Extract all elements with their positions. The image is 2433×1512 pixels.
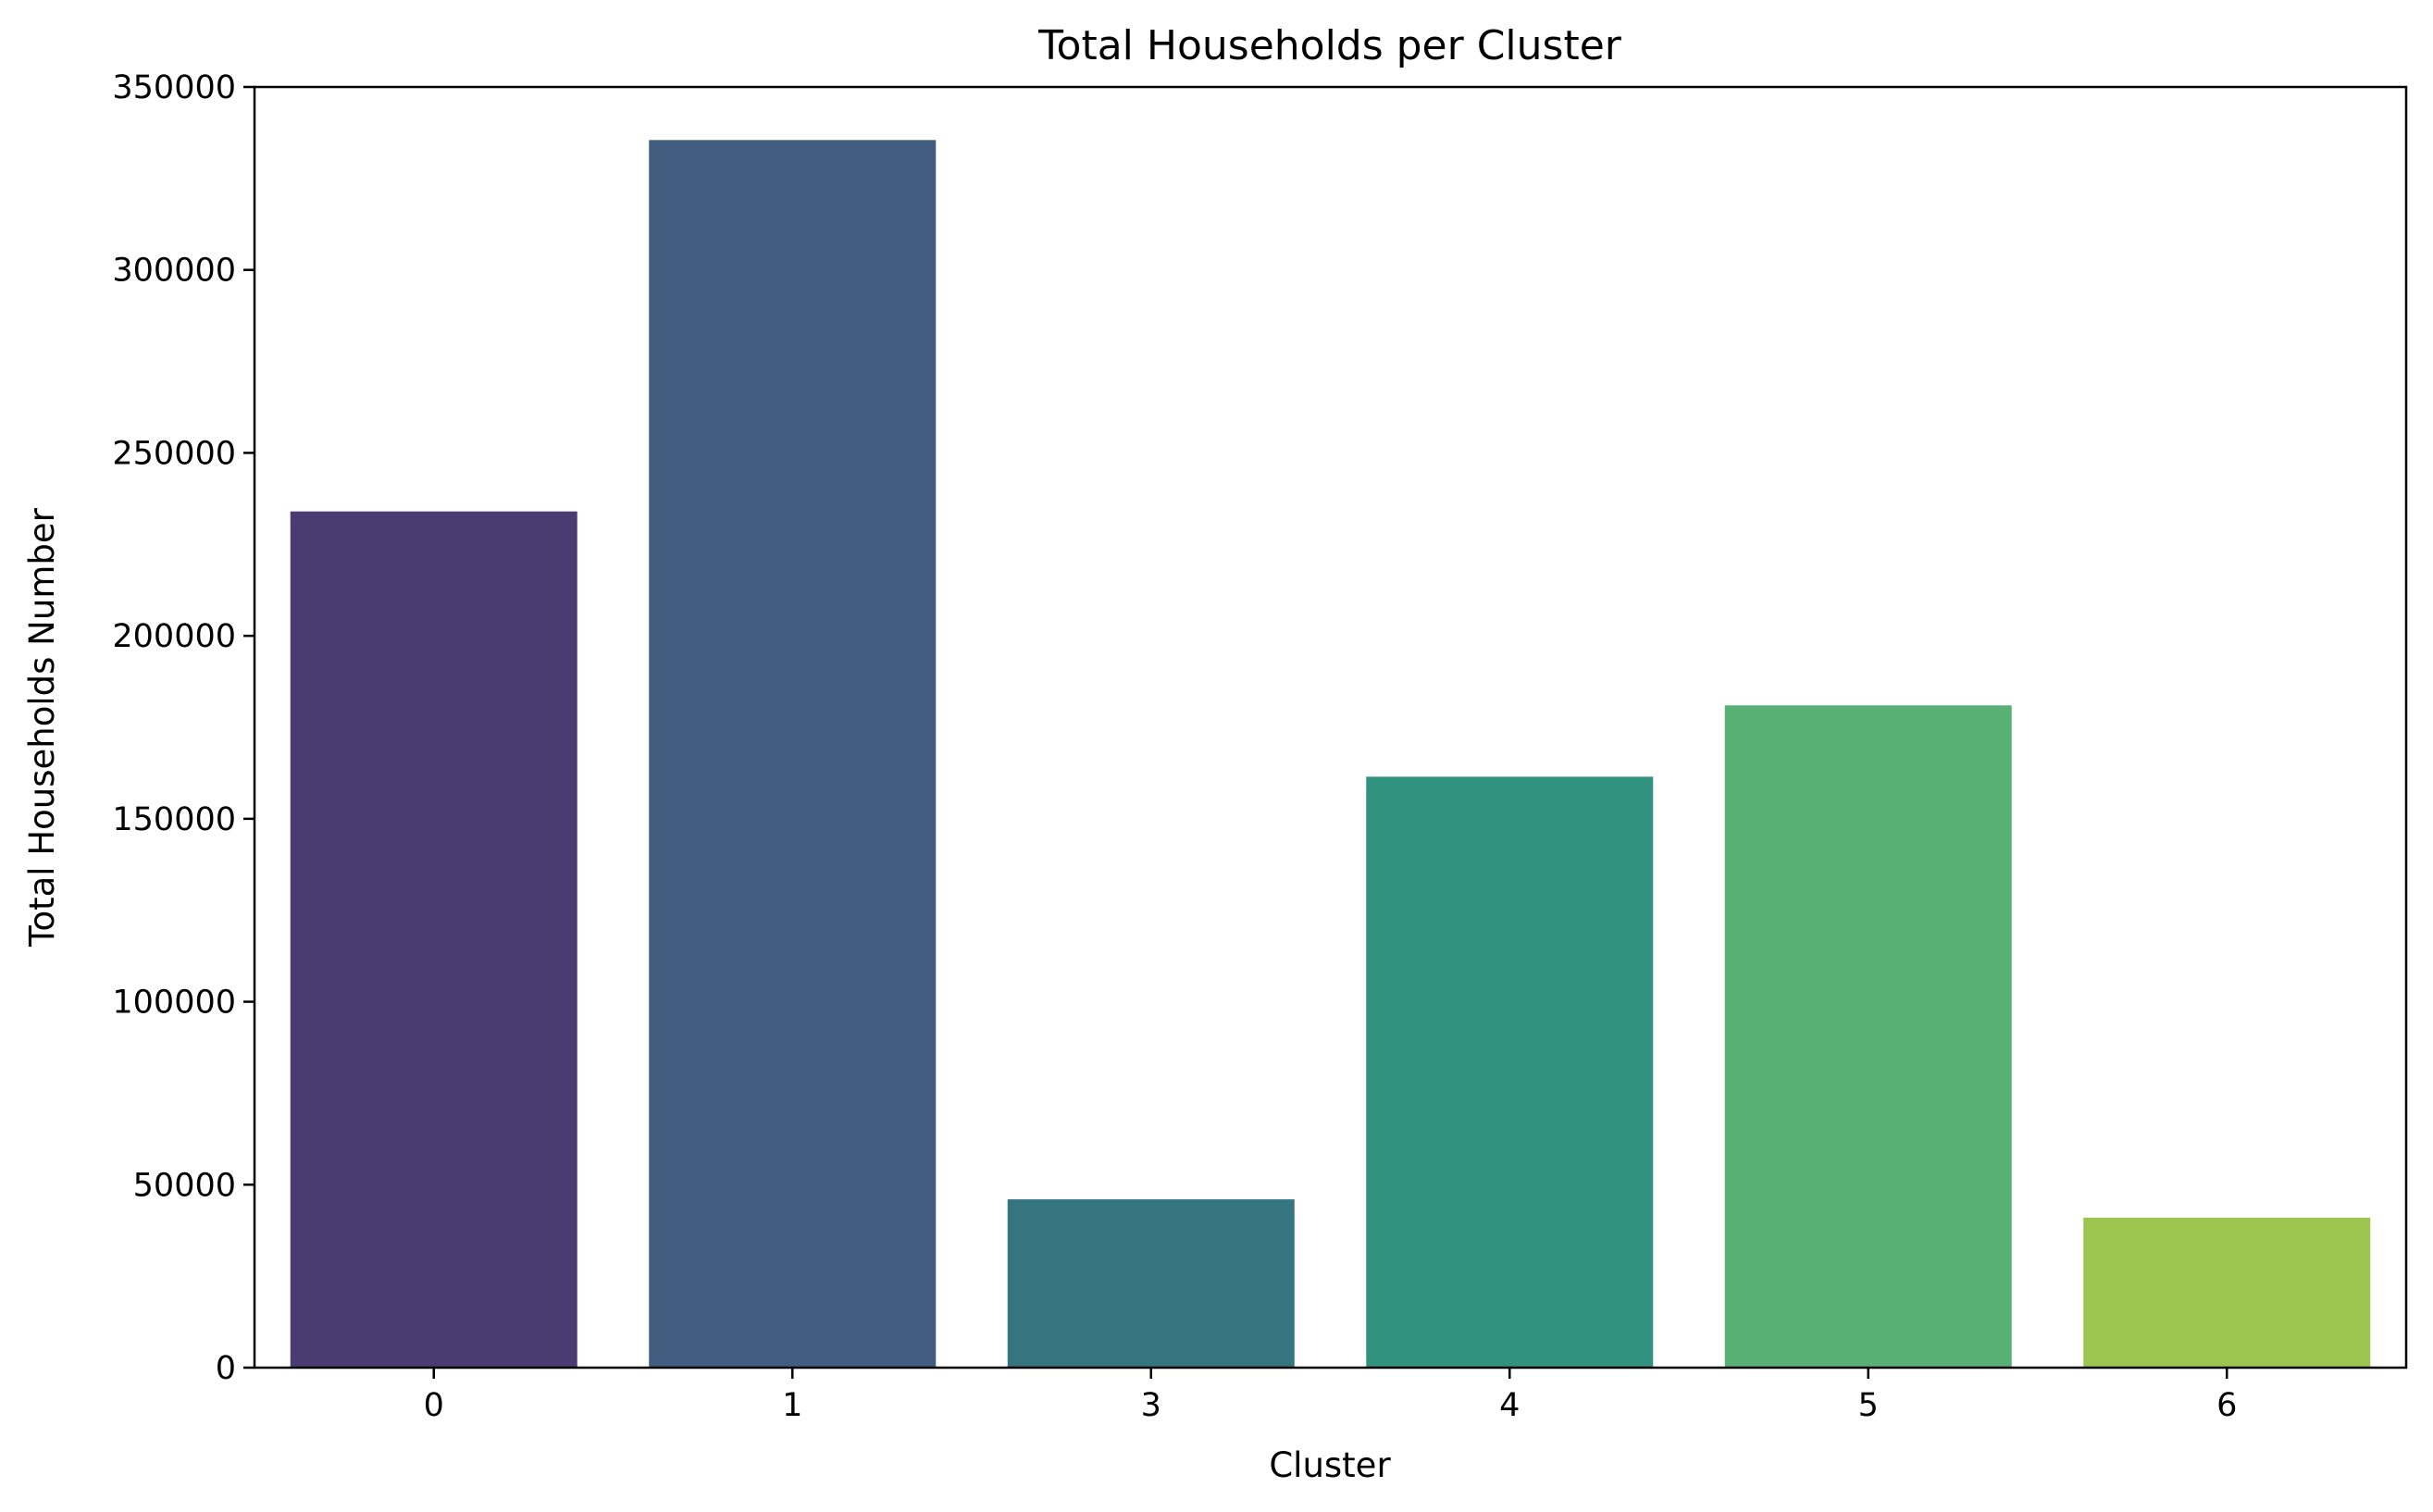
bar-cluster-6: [2083, 1217, 2371, 1368]
y-tick-label: 300000: [112, 253, 236, 290]
bar-cluster-0: [290, 511, 577, 1368]
y-axis-ticks: 0 50000 100000 150000 200000 250000 300000 3500…: [112, 69, 254, 1387]
y-tick-label: 150000: [112, 801, 236, 838]
x-tick-label: 5: [1858, 1387, 1879, 1424]
y-tick-label: 0: [216, 1350, 236, 1387]
y-tick-label: 250000: [112, 435, 236, 472]
bar-cluster-5: [1724, 705, 2012, 1368]
bar-cluster-4: [1366, 776, 1654, 1368]
x-tick-label: 6: [2216, 1387, 2237, 1424]
x-tick-label: 0: [424, 1387, 444, 1424]
x-axis-label: Cluster: [1269, 1445, 1391, 1485]
bars: [290, 140, 2371, 1368]
y-tick-label: 50000: [133, 1167, 236, 1204]
y-tick-label: 350000: [112, 69, 236, 106]
x-tick-label: 3: [1141, 1387, 1161, 1424]
y-tick-label: 200000: [112, 618, 236, 655]
bar-cluster-1: [649, 140, 937, 1368]
bar-cluster-3: [1007, 1199, 1295, 1368]
y-tick-label: 100000: [112, 985, 236, 1022]
x-tick-label: 4: [1499, 1387, 1520, 1424]
plot-frame: [253, 85, 2408, 1369]
y-axis-label: Total Households Number: [22, 507, 62, 947]
chart-title: Total Households per Cluster: [1037, 22, 1622, 69]
x-axis-ticks: 0 1 3 4 5 6: [424, 1368, 2237, 1424]
x-tick-label: 1: [782, 1387, 802, 1424]
